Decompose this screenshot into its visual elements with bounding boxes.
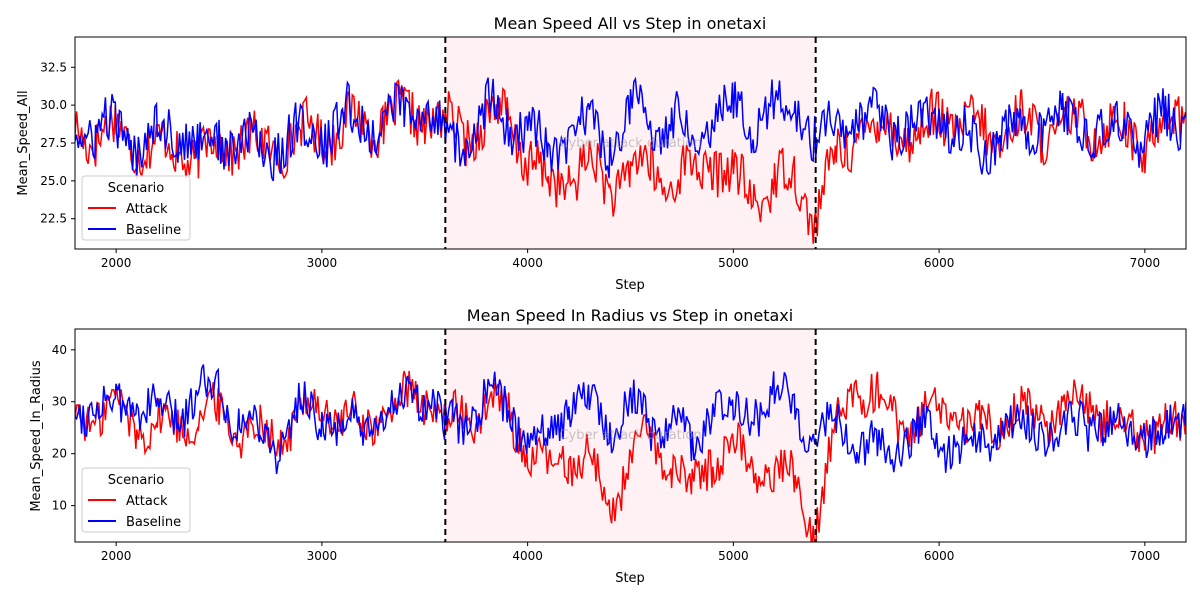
plot-area: Cyber attack duration 2000 3000 4000 5000 600… bbox=[52, 328, 1187, 563]
legend-box bbox=[81, 175, 191, 241]
x-tick-label: 3000 bbox=[307, 549, 338, 563]
y-tick-label: 20 bbox=[52, 447, 67, 461]
x-tick-label: 4000 bbox=[512, 549, 543, 563]
watermark-text: Cyber attack duration bbox=[559, 428, 701, 443]
panel-mean-speed-all: Mean Speed All vs Step in onetaxi Cyber … bbox=[16, 14, 1187, 293]
legend-box bbox=[81, 467, 191, 533]
legend-label-baseline: Baseline bbox=[126, 515, 181, 530]
x-tick-label: 4000 bbox=[512, 256, 543, 270]
y-tick-label: 30 bbox=[52, 395, 67, 409]
y-tick-label: 30.0 bbox=[40, 98, 67, 112]
axes-frame bbox=[74, 328, 1187, 543]
x-tick-label: 5000 bbox=[718, 256, 749, 270]
series-line-attack bbox=[75, 370, 1186, 542]
y-axis-label: Mean_Speed_In_Radius bbox=[29, 360, 44, 512]
legend-title: Scenario bbox=[108, 181, 165, 196]
x-axis-label: Step bbox=[615, 278, 645, 293]
legend-label-baseline: Baseline bbox=[126, 223, 181, 238]
x-tick-label: 3000 bbox=[307, 256, 338, 270]
series-line-baseline bbox=[75, 364, 1186, 475]
x-tick-label: 2000 bbox=[101, 549, 132, 563]
y-tick-label: 25.0 bbox=[40, 174, 67, 188]
x-tick-label: 7000 bbox=[1130, 549, 1161, 563]
panel-mean-speed-in-radius: Mean Speed In Radius vs Step in onetaxi … bbox=[29, 306, 1187, 586]
legend-label-attack: Attack bbox=[126, 494, 168, 509]
y-tick-label: 10 bbox=[52, 499, 67, 513]
x-tick-label: 6000 bbox=[924, 256, 955, 270]
x-tick-label: 7000 bbox=[1130, 256, 1161, 270]
legend-title: Scenario bbox=[108, 473, 165, 488]
legend-label-attack: Attack bbox=[126, 202, 168, 217]
x-tick-label: 5000 bbox=[718, 549, 749, 563]
x-axis-label: Step bbox=[615, 571, 645, 586]
y-tick-label: 22.5 bbox=[40, 212, 67, 226]
y-tick-label: 32.5 bbox=[40, 60, 67, 74]
y-axis-label: Mean_Speed_All bbox=[16, 90, 31, 195]
watermark-text: Cyber attack duration bbox=[559, 136, 701, 151]
attack-window-shade bbox=[445, 329, 816, 542]
legend: Scenario Attack Baseline bbox=[81, 175, 191, 241]
chart-title: Mean Speed All vs Step in onetaxi bbox=[494, 14, 767, 33]
y-tick-label: 40 bbox=[52, 343, 67, 357]
series-line-baseline bbox=[75, 76, 1186, 182]
plot-area: Cyber attack duration 2000 3000 4000 5000 600… bbox=[40, 36, 1187, 270]
y-tick-label: 27.5 bbox=[40, 136, 67, 150]
chart-title: Mean Speed In Radius vs Step in onetaxi bbox=[467, 306, 793, 325]
x-tick-label: 2000 bbox=[101, 256, 132, 270]
x-tick-label: 6000 bbox=[924, 549, 955, 563]
legend: Scenario Attack Baseline bbox=[81, 467, 191, 533]
